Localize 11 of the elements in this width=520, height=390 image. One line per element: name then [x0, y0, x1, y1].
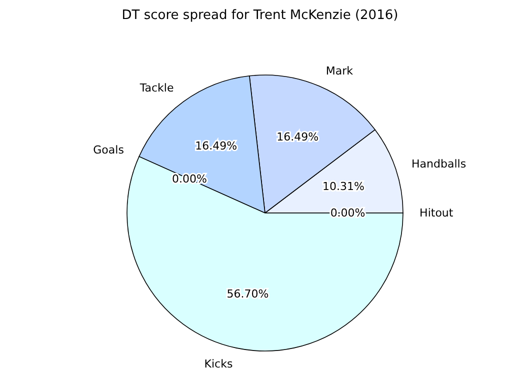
slice-label: Tackle — [138, 82, 174, 95]
category-label: Hitout — [420, 206, 454, 220]
data-label: 10.31% — [322, 180, 364, 194]
data-label: 56.70% — [226, 287, 269, 300]
slice-label: Kicks — [204, 358, 233, 371]
data-label: 16.49% — [195, 140, 238, 153]
category-label: Goals — [93, 143, 124, 156]
data-label: 16.49% — [276, 130, 319, 144]
slice-label: Handballs — [412, 157, 466, 170]
slice-label: Mark — [326, 64, 354, 78]
chart-title: DT score spread for Trent McKenzie (2016) — [120, 8, 400, 25]
